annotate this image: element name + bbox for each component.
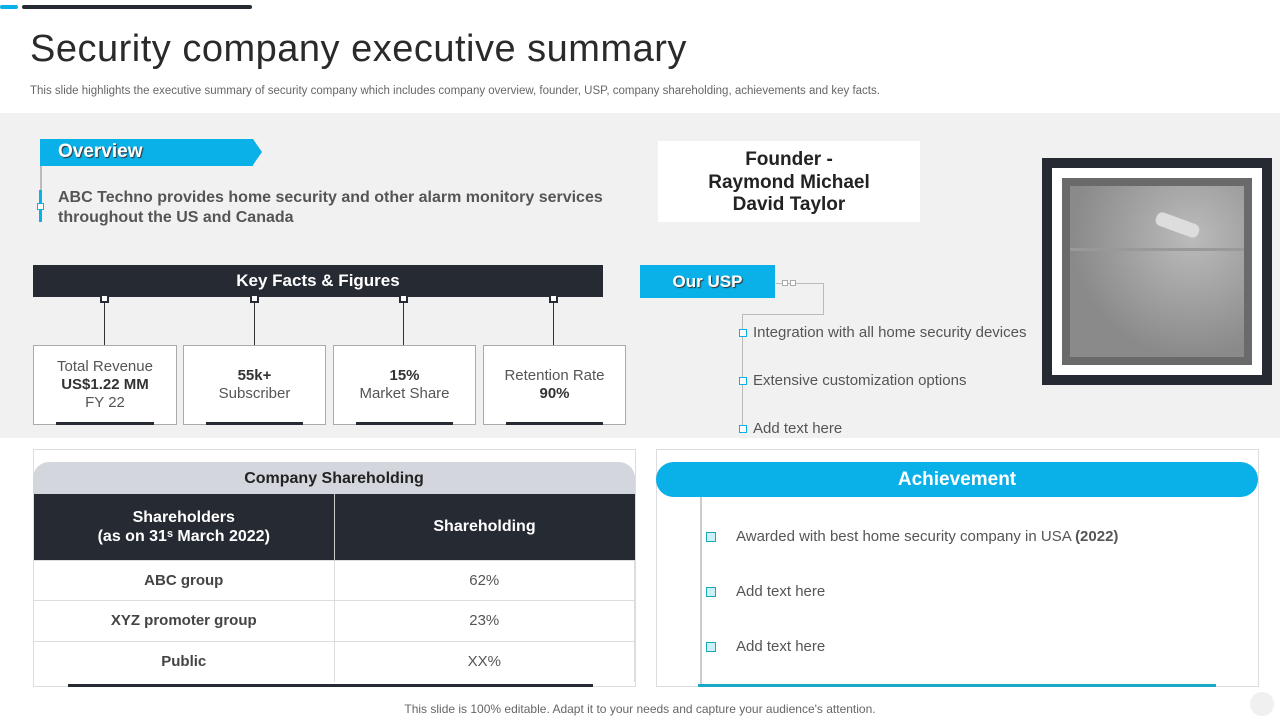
- fact-card-subscribers: 55k+ Subscriber: [183, 345, 326, 425]
- usp-banner: Our USP: [640, 265, 775, 298]
- bullet-icon: [739, 328, 747, 337]
- usp-item: Add text here: [739, 420, 842, 437]
- footer-note: This slide is 100% editable. Adapt it to…: [404, 702, 876, 716]
- connector: [553, 297, 554, 345]
- connector: [104, 297, 105, 345]
- card-underline: [206, 422, 303, 425]
- achievement-item: Add text here: [706, 638, 825, 655]
- connector: [403, 297, 404, 345]
- shareholder-name: ABC group: [34, 559, 335, 601]
- page-title: Security company executive summary: [30, 28, 687, 70]
- fact-card-retention: Retention Rate 90%: [483, 345, 626, 425]
- shareholding-table: Shareholders (as on 31ˢ March 2022) Share…: [34, 494, 635, 682]
- card-underline: [356, 422, 453, 425]
- security-camera-photo-frame: [1042, 158, 1272, 385]
- achievement-underline: [698, 684, 1216, 687]
- achievement-item: Awarded with best home security company …: [706, 528, 1118, 545]
- bullet-icon: [706, 586, 716, 597]
- card-underline: [56, 422, 154, 425]
- page-subtitle: This slide highlights the executive summ…: [30, 85, 880, 97]
- achievement-line: [700, 497, 702, 687]
- circle-decoration: [1250, 692, 1274, 716]
- bullet-icon: [739, 424, 747, 433]
- shareholder-name: Public: [34, 640, 335, 682]
- connector-node-icon: [100, 294, 109, 303]
- bullet-icon: [706, 531, 716, 542]
- shareholding-value: 62%: [334, 559, 635, 601]
- connector-node-icon: [250, 294, 259, 303]
- founder-box: Founder - Raymond Michael David Taylor: [658, 141, 920, 222]
- accent-bar: [0, 5, 18, 9]
- usp-connector: [742, 314, 824, 315]
- overview-bullet-icon: [37, 203, 44, 210]
- usp-item: Extensive customization options: [739, 372, 966, 389]
- shareholding-value: XX%: [334, 640, 635, 682]
- usp-item-text: Integration with all home security devic…: [753, 324, 1027, 341]
- shareholding-value: 23%: [334, 600, 635, 641]
- fact-value: 55k+: [237, 367, 272, 384]
- column-header-shareholders: Shareholders (as on 31ˢ March 2022): [34, 494, 335, 560]
- founder-name-2: David Taylor: [732, 194, 846, 215]
- shareholder-name: XYZ promoter group: [34, 600, 335, 641]
- connector-node-icon: [549, 294, 558, 303]
- usp-node-icon: [790, 280, 796, 286]
- fact-value: US$1.22 MM: [61, 376, 149, 393]
- achievement-title: Achievement: [656, 462, 1258, 497]
- column-header-shareholding: Shareholding: [334, 494, 635, 560]
- shareholding-title: Company Shareholding: [33, 462, 635, 494]
- fact-label: Market Share: [359, 385, 450, 402]
- usp-item-text: Add text here: [753, 420, 843, 437]
- connector: [254, 297, 255, 345]
- fact-value: 90%: [539, 385, 570, 402]
- founder-heading: Founder -: [745, 149, 833, 170]
- bullet-icon: [706, 641, 716, 652]
- overview-arrow-icon: [253, 139, 262, 165]
- fact-card-revenue: Total Revenue US$1.22 MM FY 22: [33, 345, 177, 425]
- achievement-item: Add text here: [706, 583, 825, 600]
- usp-node-icon: [782, 280, 788, 286]
- usp-item-text: Extensive customization options: [753, 372, 967, 389]
- fact-label: Retention Rate: [504, 367, 605, 384]
- usp-item: Integration with all home security devic…: [739, 324, 1026, 341]
- fact-label: Total Revenue: [57, 358, 153, 375]
- achievement-text: Add text here: [736, 583, 826, 600]
- fact-label: Subscriber: [218, 385, 291, 402]
- table-row: Public XX%: [34, 640, 635, 682]
- top-bar: [22, 5, 252, 9]
- achievement-text: Awarded with best home security company …: [736, 528, 1119, 545]
- usp-connector: [823, 283, 824, 314]
- card-underline: [506, 422, 603, 425]
- usp-connector: [742, 314, 743, 430]
- overview-banner: Overview: [40, 139, 253, 166]
- bullet-icon: [739, 376, 747, 385]
- overview-text: ABC Techno provides home security and ot…: [58, 189, 603, 226]
- table-header-row: Shareholders (as on 31ˢ March 2022) Share…: [34, 494, 635, 560]
- fact-value: 15%: [389, 367, 420, 384]
- security-camera-image: [1062, 178, 1252, 365]
- usp-connector: [776, 283, 823, 284]
- founder-name-1: Raymond Michael: [708, 171, 870, 193]
- connector-node-icon: [399, 294, 408, 303]
- shareholding-underline: [68, 684, 593, 687]
- table-row: ABC group 62%: [34, 559, 635, 601]
- achievement-text: Add text here: [736, 638, 826, 655]
- key-facts-header: Key Facts & Figures: [33, 265, 603, 297]
- fact-period: FY 22: [85, 394, 125, 411]
- table-row: XYZ promoter group 23%: [34, 600, 635, 641]
- fact-card-market-share: 15% Market Share: [333, 345, 476, 425]
